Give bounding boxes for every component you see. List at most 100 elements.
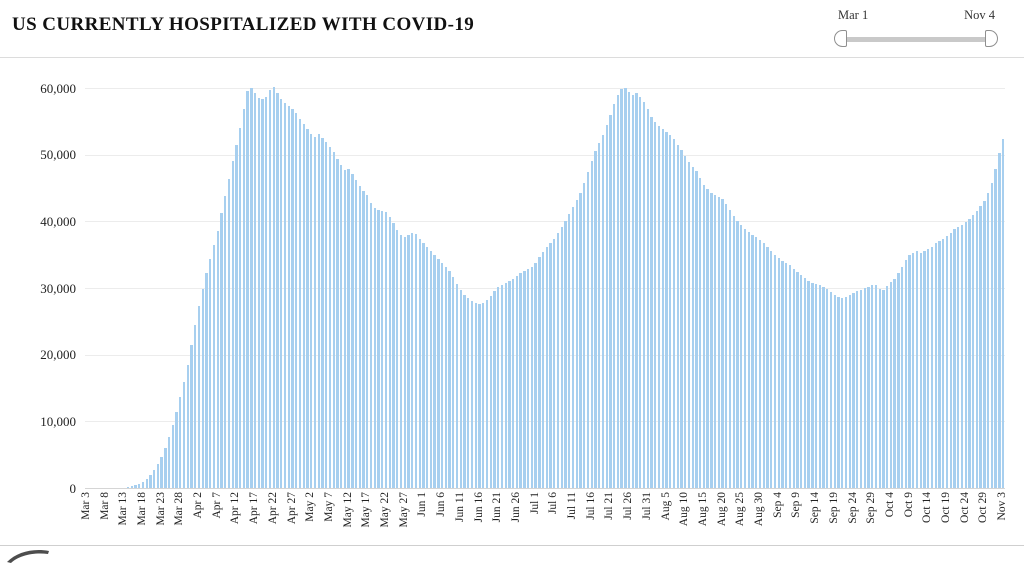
bar (149, 474, 152, 488)
bar (212, 245, 216, 488)
bar (661, 129, 664, 488)
y-tick-label: 20,000 (40, 347, 76, 363)
gridline (85, 88, 1005, 89)
slider-track[interactable] (842, 37, 988, 42)
bar (347, 168, 350, 488)
bar (534, 262, 537, 488)
bar (826, 289, 829, 488)
x-tick-label: Jul 26 (622, 492, 635, 520)
x-tick-label: Jul 16 (584, 492, 597, 520)
x-tick-label: Apr 12 (229, 492, 242, 525)
bar (126, 487, 130, 488)
bar (298, 118, 302, 488)
bar (444, 266, 447, 488)
bar (796, 272, 799, 488)
bar (964, 222, 967, 488)
gridline (85, 221, 1005, 223)
bar (194, 324, 197, 488)
bar (975, 210, 979, 488)
bar (601, 134, 605, 488)
bar (770, 250, 773, 488)
bar (893, 278, 896, 488)
bar (515, 276, 519, 488)
bar (942, 238, 945, 488)
bar (313, 137, 317, 488)
bar (209, 259, 212, 488)
bar (642, 102, 646, 488)
slider-handle-end[interactable] (985, 30, 998, 47)
bar (538, 257, 541, 488)
x-tick-label: Sep 19 (827, 492, 840, 524)
y-tick-label: 30,000 (40, 280, 76, 296)
x-tick-label: Oct 14 (921, 492, 934, 523)
bar (463, 294, 466, 488)
bar (938, 240, 941, 488)
bar (493, 291, 496, 488)
bar (448, 271, 451, 488)
date-range-slider: Mar 1 Nov 4 (832, 6, 998, 52)
bar (440, 262, 444, 488)
bar (751, 234, 754, 488)
bar (478, 304, 481, 488)
x-tick-label: Aug 30 (753, 492, 766, 527)
x-tick-label: Jul 11 (566, 492, 579, 520)
bar (549, 243, 552, 488)
gridline (85, 488, 1005, 489)
bar (781, 260, 784, 488)
bar (351, 174, 354, 488)
bar (620, 89, 623, 488)
bar (291, 109, 294, 488)
bar (654, 122, 657, 488)
x-tick-label: Sep 29 (865, 492, 878, 524)
x-tick-label: Jun 21 (491, 492, 504, 523)
x-tick-label: Sep 24 (846, 492, 859, 524)
bar (897, 273, 900, 488)
x-tick-label: Sep 4 (771, 492, 784, 518)
bar (777, 258, 780, 488)
bar (968, 218, 971, 488)
bar (616, 95, 620, 488)
bar (373, 208, 376, 488)
bar (399, 234, 403, 488)
logo-swoosh-icon (7, 550, 49, 563)
bar (160, 456, 163, 488)
bar (167, 437, 171, 488)
x-tick-label: Sep 9 (790, 492, 803, 518)
bar (280, 98, 283, 488)
bar (485, 300, 489, 488)
bar (138, 484, 141, 488)
slider-handle-start[interactable] (834, 30, 847, 47)
bar (889, 282, 893, 488)
hospitalization-bar-chart: 0 10,000 20,000 30,000 40,000 50,000 60,000 Ma… (0, 60, 1024, 530)
bar (197, 306, 201, 488)
bar (141, 482, 145, 488)
bar (878, 288, 881, 488)
x-tick-label: Aug 15 (696, 492, 709, 527)
page-title: US CURRENTLY HOSPITALIZED WITH COVID-19 (12, 14, 475, 35)
bar (287, 106, 290, 488)
bar (691, 166, 694, 488)
bar (134, 485, 137, 488)
bar (930, 246, 934, 488)
bar (990, 182, 994, 488)
plot-area (85, 87, 1005, 489)
bar (411, 232, 414, 488)
bar (755, 237, 758, 488)
bar (216, 230, 219, 488)
bar (650, 117, 653, 488)
bar (171, 425, 174, 488)
bar (325, 142, 328, 488)
bar (773, 254, 777, 488)
bar (874, 284, 878, 488)
bar (268, 90, 272, 488)
bar (627, 92, 631, 488)
bars (85, 87, 1005, 488)
y-tick-label: 0 (69, 480, 77, 496)
x-tick-label: Oct 24 (958, 492, 971, 523)
bar (807, 280, 810, 488)
bar (310, 134, 313, 488)
x-tick-label: Aug 25 (734, 492, 747, 527)
bar (381, 211, 384, 488)
x-tick-label: May 2 (304, 492, 317, 522)
bar (725, 204, 728, 488)
